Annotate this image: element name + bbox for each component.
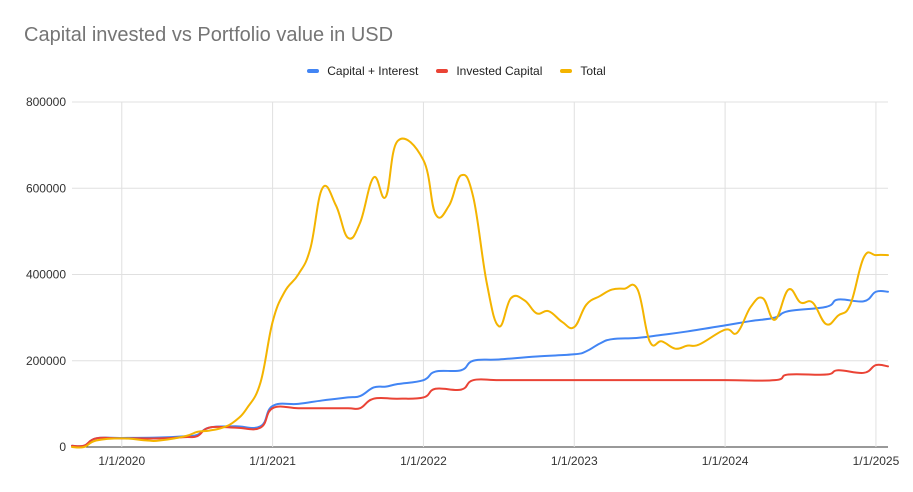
x-tick-label: 1/1/2024 — [702, 454, 749, 468]
x-tick-label: 1/1/2022 — [400, 454, 447, 468]
axis-tick-labels: 0 200000 400000 600000 800000 1/1/2020 1/1/202… — [26, 95, 900, 468]
series-lines — [71, 137, 889, 449]
x-tick-label: 1/1/2020 — [98, 454, 145, 468]
legend-item-capital-interest[interactable]: Capital + Interest — [307, 64, 418, 78]
x-tick-label: 1/1/2025 — [853, 454, 900, 468]
y-tick-label: 600000 — [26, 181, 66, 195]
y-tick-label: 400000 — [26, 268, 66, 282]
series-line-total — [71, 137, 889, 449]
series-line-capital-interest — [71, 289, 889, 448]
legend-item-total[interactable]: Total — [560, 64, 606, 78]
y-tick-label: 200000 — [26, 354, 66, 368]
legend: Capital + Interest Invested Capital Tota… — [0, 64, 913, 78]
legend-swatch-capital-interest — [307, 69, 320, 73]
series-line-invested-capital — [71, 363, 889, 448]
legend-label-invested-capital: Invested Capital — [456, 64, 543, 78]
x-tick-label: 1/1/2021 — [249, 454, 296, 468]
legend-label-total: Total — [580, 64, 606, 78]
chart-title: Capital invested vs Portfolio value in U… — [24, 24, 394, 46]
legend-swatch-invested-capital — [436, 69, 449, 73]
legend-swatch-total — [560, 69, 573, 73]
legend-label-capital-interest: Capital + Interest — [327, 64, 419, 78]
x-tick-label: 1/1/2023 — [551, 454, 598, 468]
gridlines — [72, 101, 888, 448]
y-tick-label: 800000 — [26, 95, 66, 109]
legend-item-invested-capital[interactable]: Invested Capital — [436, 64, 542, 78]
y-tick-label: 0 — [59, 440, 66, 454]
